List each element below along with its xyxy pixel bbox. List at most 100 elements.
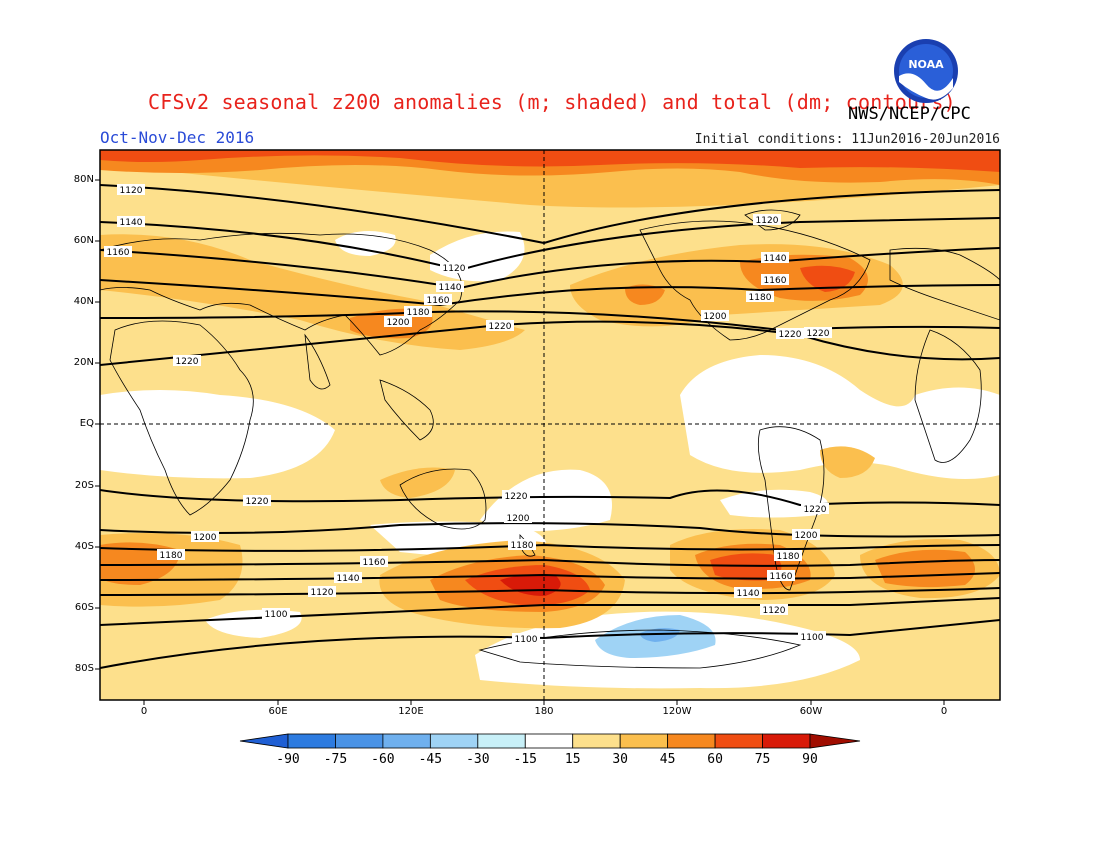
colorbar-swatch [762,733,811,749]
contour-label-text: 1160 [107,248,130,258]
contour-label: 1200 [191,531,219,543]
contour-label-text: 1160 [363,558,386,568]
contour-label-text: 1100 [801,633,824,643]
contour-label-text: 1200 [194,533,217,543]
contour-label-text: 1140 [764,254,787,264]
colorbar-max-arrow [809,733,861,749]
colorbar-label: 15 [564,752,581,767]
colorbar-label: 60 [707,752,723,767]
colorbar-label: -60 [371,752,395,767]
contour-label-text: 1220 [505,492,528,502]
contour-label: 1220 [243,495,271,507]
contour-label-text: 1220 [804,505,827,515]
lon-label: 180 [534,706,554,717]
contour-label: 1180 [157,549,185,561]
lat-label: EQ [79,418,94,429]
contour-label-text: 1120 [311,588,334,598]
map-frame [99,149,1001,701]
contour-label: 1100 [512,633,540,645]
contour-label-text: 1180 [160,551,183,561]
lat-label: 60S [74,602,94,613]
colorbar-label: -90 [276,752,300,767]
colorbar-label: 75 [754,752,771,767]
colorbar-swatch [477,733,526,749]
contour-label-text: 1220 [807,329,830,339]
contour-label: 1200 [701,310,729,322]
colorbar-label: 30 [612,752,628,767]
contour-label-text: 1220 [246,497,269,507]
contour-label-text: 1100 [515,635,538,645]
chart-title: CFSv2 seasonal z200 anomalies (m; shaded… [148,90,956,114]
contour-label: 1220 [486,320,514,332]
contour-label-text: 1220 [489,322,512,332]
contour-label: 1180 [508,539,536,551]
colorbar-label: -75 [323,752,348,767]
lon-label: 60W [799,706,823,717]
colorbar-label: -15 [513,752,537,767]
contour-label: 1120 [440,262,468,274]
colorbar-label: -45 [418,752,443,767]
lat-label: 80N [73,174,94,185]
contour-label: 1160 [424,294,452,306]
initial-conditions-label: Initial conditions: 11Jun2016-20Jun2016 [694,132,1000,147]
lat-label: 40S [74,541,94,552]
colorbar-min-arrow [239,733,289,749]
noaa-logo-text: NOAA [908,58,944,71]
contour-label-text: 1140 [737,589,760,599]
contour-label-text: 1140 [120,218,143,228]
contour-label-text: 1220 [176,357,199,367]
contour-label: 1200 [384,316,412,328]
colorbar-swatch [619,733,669,749]
contour-label: 1160 [761,274,789,286]
contour-label-text: 1160 [427,296,450,306]
contour-label: 1140 [761,252,789,264]
lat-label: 80S [74,663,94,674]
contour-label: 1120 [760,604,788,616]
contour-label: 1120 [117,184,145,196]
contour-label: 1220 [502,490,530,502]
season-label: Oct-Nov-Dec 2016 [100,128,255,147]
colorbar-label: -30 [466,752,490,767]
contour-label: 1180 [774,550,802,562]
colorbar-swatch [524,733,574,749]
contour-label-text: 1200 [507,514,530,524]
contour-label: 1160 [104,246,132,258]
contour-label-text: 1140 [439,283,462,293]
contour-label-text: 1120 [763,606,786,616]
contour-label-text: 1120 [120,186,143,196]
colorbar-swatch [335,733,384,749]
contour-label: 1200 [792,529,820,541]
contour-label-text: 1120 [443,264,466,274]
contour-label: 1140 [117,216,145,228]
lat-label: 60N [73,235,94,246]
contour-label-text: 1200 [387,318,410,328]
colorbar-swatch [667,733,716,749]
contour-label-text: 1100 [265,610,288,620]
colorbar [239,733,861,749]
contour-label-text: 1160 [764,276,787,286]
colorbar-label: 45 [659,752,676,767]
contour-label-text: 1220 [779,330,802,340]
lon-label: 120W [662,706,692,717]
axis-ticks [95,179,945,705]
colorbar-swatch [382,733,431,749]
noaa-logo: NOAA [893,38,959,104]
contour-label: 1140 [436,281,464,293]
colorbar-label: 90 [802,752,818,767]
contour-label: 1220 [173,355,201,367]
contour-label-text: 1160 [770,572,793,582]
agency-label: NWS/NCEP/CPC [848,104,971,124]
contour-label-text: 1200 [795,531,818,541]
contour-label: 1140 [734,587,762,599]
lon-label: 0 [940,706,948,717]
lat-label: 20S [74,480,94,491]
contour-label-text: 1200 [704,312,727,322]
contour-label-text: 1180 [749,293,772,303]
contour-label: 1120 [308,586,336,598]
contour-label: 1220 [776,328,804,340]
contour-label: 1180 [404,306,432,318]
lon-label: 60E [268,706,288,717]
